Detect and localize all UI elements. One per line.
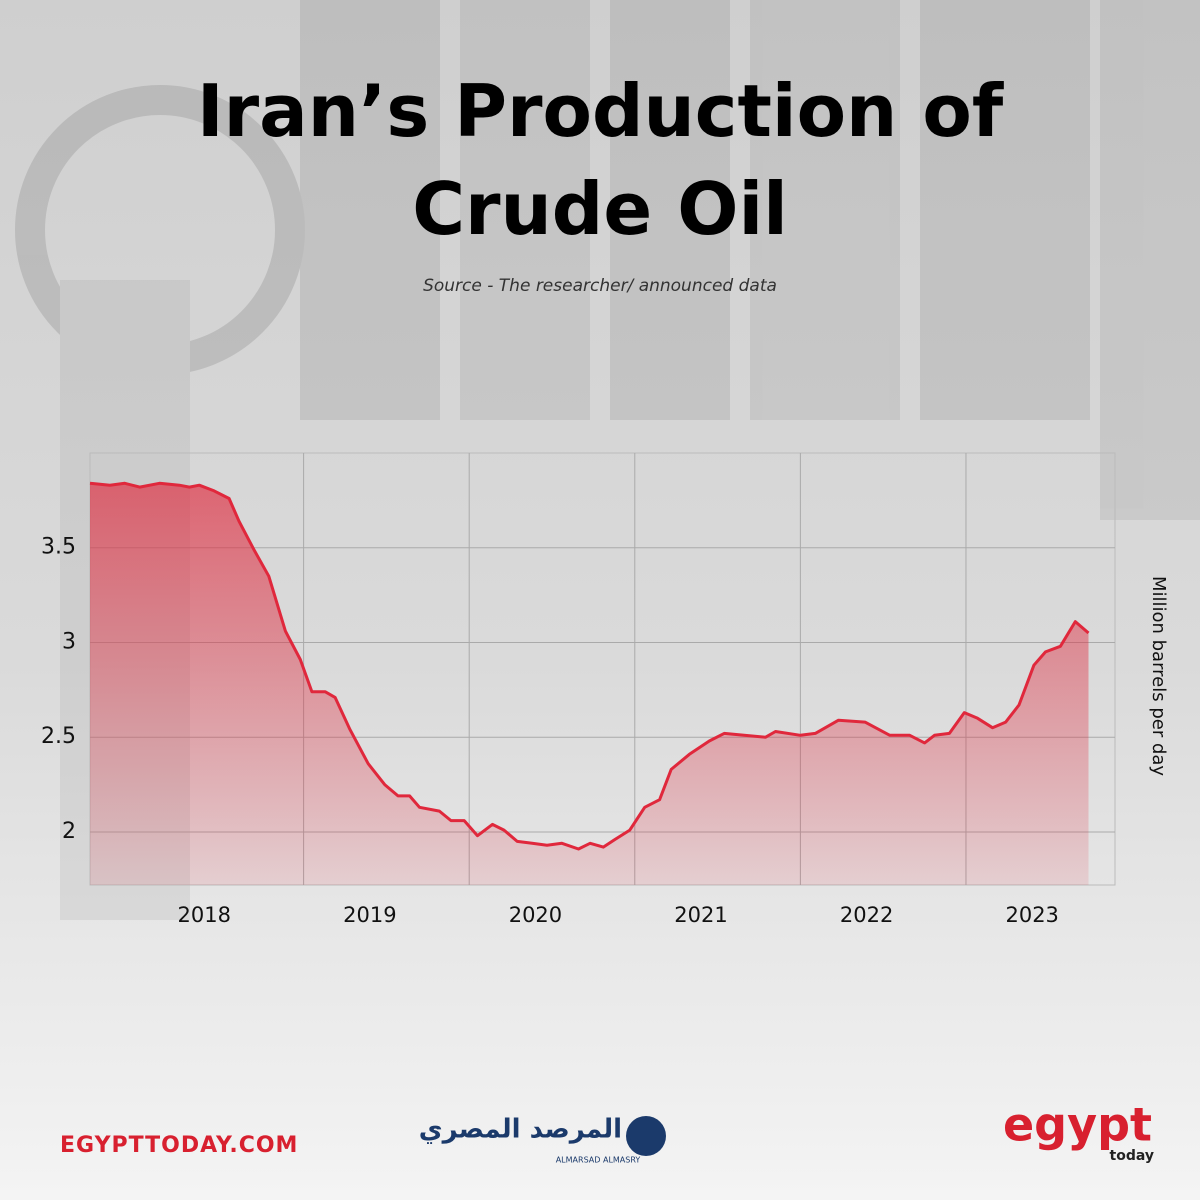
barrels-decoration — [15, 0, 1200, 920]
y-tick-label: 2 — [62, 819, 76, 844]
y-tick-label: 2.5 — [41, 724, 76, 749]
line — [89, 481, 1090, 851]
chart-title: Iran’s Production of Crude Oil — [197, 69, 1004, 251]
x-tick-label: 2020 — [509, 903, 562, 927]
y-tick-label: 3.5 — [41, 535, 76, 560]
partner-logo: المرصد المصري — [419, 1115, 622, 1145]
x-tick-label: 2022 — [840, 903, 893, 927]
brand-logo-sub: today — [1110, 1148, 1154, 1164]
footer-site: EGYPTTODAY.COM — [60, 1133, 298, 1158]
y-axis-label: Million barrels per day — [1148, 576, 1169, 776]
chart-subtitle: Source - The researcher/ announced data — [423, 276, 777, 296]
area — [90, 483, 1089, 885]
x-tick-label: 2018 — [178, 903, 231, 927]
brand-logo: egypt — [1003, 1098, 1152, 1152]
plot: 2 2.5 3 3.5 2018 2019 2020 2021 2022 2023 — [41, 452, 1116, 927]
x-tick-label: 2023 — [1005, 903, 1058, 927]
partner-logo-en: ALMARSAD ALMASRY — [556, 1156, 641, 1165]
x-tick-label: 2019 — [343, 903, 396, 927]
partner-logo-icon — [626, 1116, 666, 1156]
y-tick-label: 3 — [62, 629, 76, 654]
x-tick-label: 2021 — [674, 903, 727, 927]
